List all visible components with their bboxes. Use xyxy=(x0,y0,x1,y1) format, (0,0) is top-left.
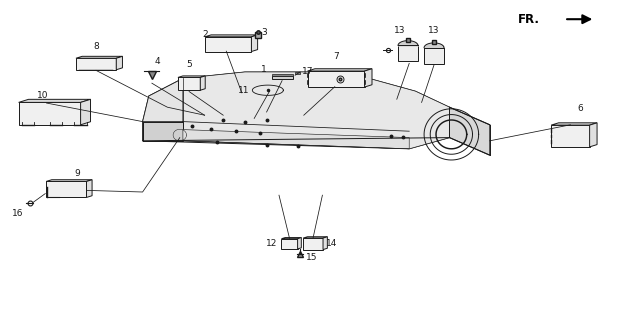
Polygon shape xyxy=(143,72,450,149)
Polygon shape xyxy=(205,35,258,37)
Text: 4: 4 xyxy=(155,57,161,66)
Text: 11: 11 xyxy=(237,86,249,95)
Polygon shape xyxy=(281,239,298,249)
Text: FR.: FR. xyxy=(518,13,539,26)
Polygon shape xyxy=(143,78,183,122)
Text: 1: 1 xyxy=(261,65,267,74)
Polygon shape xyxy=(81,99,91,125)
Polygon shape xyxy=(365,69,372,87)
Text: 5: 5 xyxy=(186,60,192,69)
Polygon shape xyxy=(178,77,200,90)
Polygon shape xyxy=(19,102,81,125)
Text: 13: 13 xyxy=(428,26,440,35)
Polygon shape xyxy=(46,181,87,197)
Polygon shape xyxy=(424,48,444,64)
Polygon shape xyxy=(303,237,327,238)
Polygon shape xyxy=(76,56,123,58)
Polygon shape xyxy=(183,72,450,149)
Text: 2: 2 xyxy=(202,30,208,39)
Text: 17: 17 xyxy=(302,67,314,76)
Text: 6: 6 xyxy=(578,104,583,113)
Polygon shape xyxy=(398,45,418,61)
Polygon shape xyxy=(143,122,183,141)
Polygon shape xyxy=(298,237,301,249)
Polygon shape xyxy=(183,130,409,149)
Polygon shape xyxy=(252,35,258,52)
Text: 13: 13 xyxy=(394,26,405,35)
Polygon shape xyxy=(19,99,91,102)
Text: 10: 10 xyxy=(37,91,49,100)
Polygon shape xyxy=(450,107,490,155)
Polygon shape xyxy=(272,76,293,79)
Polygon shape xyxy=(308,71,365,87)
Text: 14: 14 xyxy=(326,239,337,248)
Polygon shape xyxy=(117,56,123,70)
Polygon shape xyxy=(295,72,300,74)
Polygon shape xyxy=(87,180,92,197)
Polygon shape xyxy=(46,180,92,181)
Text: 8: 8 xyxy=(93,42,99,51)
Text: 15: 15 xyxy=(306,253,318,262)
Polygon shape xyxy=(76,58,117,70)
Polygon shape xyxy=(281,237,301,239)
Polygon shape xyxy=(590,123,597,147)
Polygon shape xyxy=(551,125,590,147)
Polygon shape xyxy=(205,37,252,52)
Polygon shape xyxy=(303,238,323,250)
Text: 3: 3 xyxy=(262,28,267,36)
Polygon shape xyxy=(308,69,372,71)
Polygon shape xyxy=(323,237,327,250)
Polygon shape xyxy=(272,74,293,76)
Polygon shape xyxy=(178,76,205,77)
Polygon shape xyxy=(200,76,205,90)
Text: 12: 12 xyxy=(267,239,278,248)
Text: 16: 16 xyxy=(12,209,23,218)
Text: 7: 7 xyxy=(333,52,339,61)
Polygon shape xyxy=(551,123,597,125)
Text: 9: 9 xyxy=(74,169,80,178)
